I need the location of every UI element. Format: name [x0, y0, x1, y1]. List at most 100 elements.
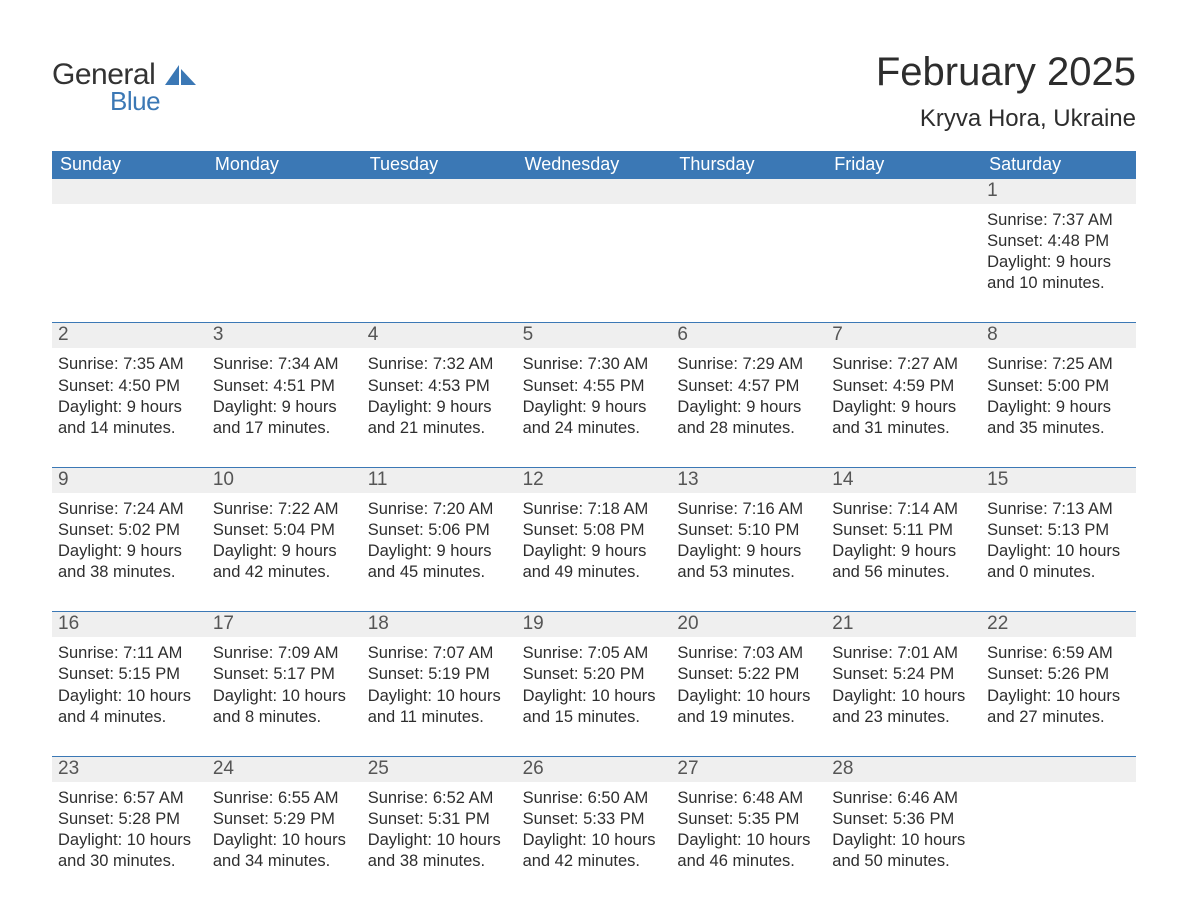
day-number: 27: [671, 757, 826, 782]
sunset-line: Sunset: 5:35 PM: [677, 809, 820, 830]
sunrise-line: Sunrise: 7:16 AM: [677, 499, 820, 520]
daylight-line: Daylight: 10 hours and 11 minutes.: [368, 686, 511, 728]
sunset-line: Sunset: 5:04 PM: [213, 520, 356, 541]
day-cell: [207, 204, 362, 294]
day-cell: Sunrise: 7:01 AMSunset: 5:24 PMDaylight:…: [826, 637, 981, 727]
daylight-line: Daylight: 10 hours and 4 minutes.: [58, 686, 201, 728]
daylight-line: Daylight: 9 hours and 24 minutes.: [523, 397, 666, 439]
sunrise-line: Sunrise: 7:09 AM: [213, 643, 356, 664]
sunset-line: Sunset: 4:53 PM: [368, 376, 511, 397]
day-cell: Sunrise: 7:18 AMSunset: 5:08 PMDaylight:…: [517, 493, 672, 583]
day-number: 6: [671, 323, 826, 348]
calendar-week: 9101112131415Sunrise: 7:24 AMSunset: 5:0…: [52, 467, 1136, 583]
day-cell: Sunrise: 7:29 AMSunset: 4:57 PMDaylight:…: [671, 348, 826, 438]
sunrise-line: Sunrise: 7:05 AM: [523, 643, 666, 664]
day-number: 22: [981, 612, 1136, 637]
daylight-line: Daylight: 10 hours and 0 minutes.: [987, 541, 1130, 583]
sunrise-line: Sunrise: 7:18 AM: [523, 499, 666, 520]
day-number: 3: [207, 323, 362, 348]
sunrise-line: Sunrise: 7:34 AM: [213, 354, 356, 375]
day-cell: Sunrise: 7:03 AMSunset: 5:22 PMDaylight:…: [671, 637, 826, 727]
sunset-line: Sunset: 5:36 PM: [832, 809, 975, 830]
day-number: [671, 179, 826, 204]
day-cell: Sunrise: 7:05 AMSunset: 5:20 PMDaylight:…: [517, 637, 672, 727]
day-number: [207, 179, 362, 204]
sunrise-line: Sunrise: 7:37 AM: [987, 210, 1130, 231]
day-cell: Sunrise: 7:09 AMSunset: 5:17 PMDaylight:…: [207, 637, 362, 727]
day-cell: Sunrise: 7:24 AMSunset: 5:02 PMDaylight:…: [52, 493, 207, 583]
sunrise-line: Sunrise: 7:29 AM: [677, 354, 820, 375]
daybody-row: Sunrise: 7:35 AMSunset: 4:50 PMDaylight:…: [52, 348, 1136, 438]
page-title: February 2025: [876, 50, 1136, 95]
daylight-line: Daylight: 9 hours and 21 minutes.: [368, 397, 511, 439]
sunset-line: Sunset: 4:50 PM: [58, 376, 201, 397]
day-number: 16: [52, 612, 207, 637]
day-cell: Sunrise: 7:34 AMSunset: 4:51 PMDaylight:…: [207, 348, 362, 438]
day-number: [826, 179, 981, 204]
daylight-line: Daylight: 10 hours and 46 minutes.: [677, 830, 820, 872]
brand-word-2: Blue: [110, 88, 160, 114]
calendar-grid: SundayMondayTuesdayWednesdayThursdayFrid…: [52, 151, 1136, 872]
daylight-line: Daylight: 9 hours and 14 minutes.: [58, 397, 201, 439]
day-cell: Sunrise: 7:11 AMSunset: 5:15 PMDaylight:…: [52, 637, 207, 727]
sunrise-line: Sunrise: 7:03 AM: [677, 643, 820, 664]
sunrise-line: Sunrise: 6:48 AM: [677, 788, 820, 809]
day-cell: Sunrise: 6:59 AMSunset: 5:26 PMDaylight:…: [981, 637, 1136, 727]
day-number: 11: [362, 468, 517, 493]
daylight-line: Daylight: 9 hours and 31 minutes.: [832, 397, 975, 439]
day-cell: Sunrise: 6:50 AMSunset: 5:33 PMDaylight:…: [517, 782, 672, 872]
weekday-header: Friday: [826, 151, 981, 179]
sunset-line: Sunset: 5:08 PM: [523, 520, 666, 541]
day-cell: [671, 204, 826, 294]
daylight-line: Daylight: 9 hours and 35 minutes.: [987, 397, 1130, 439]
sunset-line: Sunset: 5:06 PM: [368, 520, 511, 541]
sunrise-line: Sunrise: 6:55 AM: [213, 788, 356, 809]
sunrise-line: Sunrise: 7:32 AM: [368, 354, 511, 375]
sunset-line: Sunset: 5:33 PM: [523, 809, 666, 830]
daylight-line: Daylight: 9 hours and 28 minutes.: [677, 397, 820, 439]
sunrise-line: Sunrise: 7:01 AM: [832, 643, 975, 664]
day-number: 12: [517, 468, 672, 493]
sunrise-line: Sunrise: 7:20 AM: [368, 499, 511, 520]
sunset-line: Sunset: 5:28 PM: [58, 809, 201, 830]
day-cell: Sunrise: 7:32 AMSunset: 4:53 PMDaylight:…: [362, 348, 517, 438]
daylight-line: Daylight: 10 hours and 50 minutes.: [832, 830, 975, 872]
sunset-line: Sunset: 5:20 PM: [523, 664, 666, 685]
day-number: 28: [826, 757, 981, 782]
day-number: 13: [671, 468, 826, 493]
daylight-line: Daylight: 9 hours and 38 minutes.: [58, 541, 201, 583]
daylight-line: Daylight: 10 hours and 42 minutes.: [523, 830, 666, 872]
daylight-line: Daylight: 10 hours and 15 minutes.: [523, 686, 666, 728]
weekday-header-row: SundayMondayTuesdayWednesdayThursdayFrid…: [52, 151, 1136, 179]
day-cell: Sunrise: 7:25 AMSunset: 5:00 PMDaylight:…: [981, 348, 1136, 438]
daylight-line: Daylight: 9 hours and 10 minutes.: [987, 252, 1130, 294]
daylight-line: Daylight: 9 hours and 17 minutes.: [213, 397, 356, 439]
location-subtitle: Kryva Hora, Ukraine: [876, 105, 1136, 133]
daylight-line: Daylight: 9 hours and 42 minutes.: [213, 541, 356, 583]
day-cell: Sunrise: 6:48 AMSunset: 5:35 PMDaylight:…: [671, 782, 826, 872]
weekday-header: Tuesday: [362, 151, 517, 179]
day-number: 24: [207, 757, 362, 782]
title-block: February 2025 Kryva Hora, Ukraine: [876, 50, 1136, 133]
day-cell: Sunrise: 6:52 AMSunset: 5:31 PMDaylight:…: [362, 782, 517, 872]
sunset-line: Sunset: 4:51 PM: [213, 376, 356, 397]
day-number: 9: [52, 468, 207, 493]
sunset-line: Sunset: 4:59 PM: [832, 376, 975, 397]
day-number: 4: [362, 323, 517, 348]
sunset-line: Sunset: 5:10 PM: [677, 520, 820, 541]
weekday-header: Saturday: [981, 151, 1136, 179]
day-number: 21: [826, 612, 981, 637]
sunset-line: Sunset: 5:19 PM: [368, 664, 511, 685]
sunrise-line: Sunrise: 7:24 AM: [58, 499, 201, 520]
brand-logo: General Blue: [52, 60, 198, 114]
calendar-document: General Blue February 2025 Kryva Hora, U…: [0, 0, 1188, 912]
daynum-band: 1: [52, 179, 1136, 204]
day-number: 7: [826, 323, 981, 348]
day-number: [362, 179, 517, 204]
day-cell: Sunrise: 7:30 AMSunset: 4:55 PMDaylight:…: [517, 348, 672, 438]
sunrise-line: Sunrise: 7:13 AM: [987, 499, 1130, 520]
day-number: 18: [362, 612, 517, 637]
sunrise-line: Sunrise: 7:11 AM: [58, 643, 201, 664]
day-number: 10: [207, 468, 362, 493]
sunset-line: Sunset: 4:57 PM: [677, 376, 820, 397]
